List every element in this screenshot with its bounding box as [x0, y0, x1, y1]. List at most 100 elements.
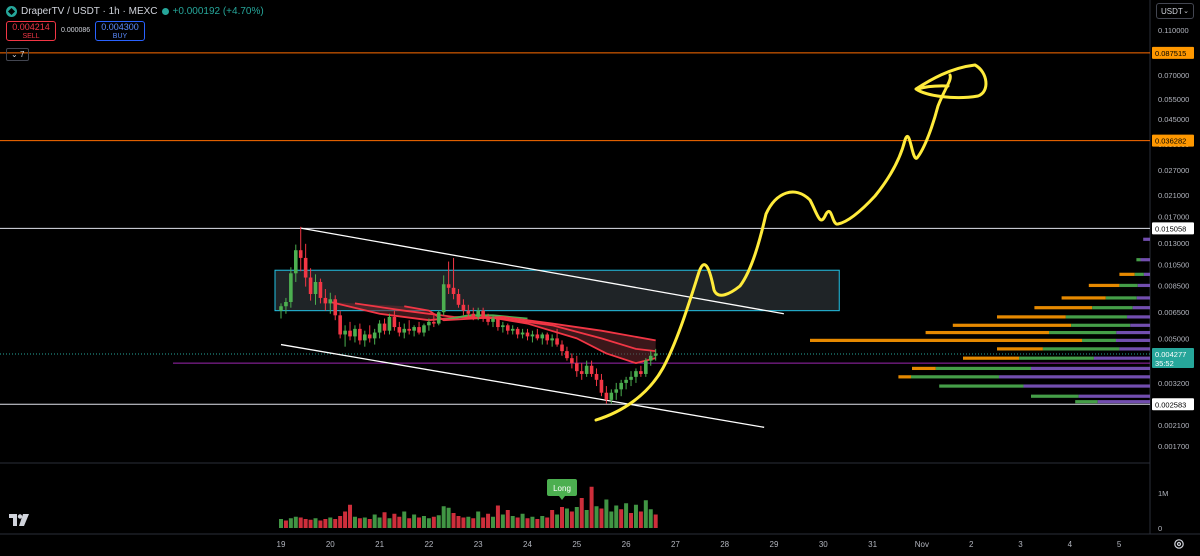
candle-body — [353, 328, 357, 337]
horizontal-levels — [0, 52, 1150, 405]
profile-bar — [1097, 400, 1150, 404]
volume-bar — [604, 499, 609, 528]
candle-body — [323, 297, 328, 304]
candle-body — [634, 371, 638, 377]
profile-bar — [1136, 296, 1150, 300]
volume-bar — [323, 519, 328, 528]
profile-bar — [1082, 338, 1116, 342]
sell-button[interactable]: 0.004214 SELL — [6, 21, 56, 41]
price-tick-label: 0.027000 — [1158, 166, 1189, 175]
time-tick-label: 22 — [424, 540, 433, 549]
price-tick-label: 0.006500 — [1158, 308, 1189, 317]
profile-bar — [912, 366, 936, 371]
profile-bar — [1137, 283, 1150, 288]
profile-bar — [1119, 347, 1150, 351]
candle-body — [599, 379, 604, 393]
candle-body — [550, 338, 554, 341]
profile-bar — [999, 375, 1150, 379]
candle-body — [432, 321, 436, 324]
time-tick-label: 31 — [868, 540, 877, 549]
volume-bar — [574, 507, 579, 528]
volume-bar — [298, 517, 303, 528]
channel-lower — [280, 343, 765, 428]
price-tick-label: 0.005000 — [1158, 334, 1189, 343]
volume-bar — [510, 516, 515, 528]
price-channel — [280, 227, 784, 428]
buy-button[interactable]: 0.004300 BUY — [95, 21, 145, 41]
volume-bar — [648, 509, 653, 528]
moving-average-line — [404, 305, 656, 342]
volume-bar — [441, 506, 446, 528]
candle-body — [372, 332, 377, 339]
price-label-box — [1152, 134, 1194, 147]
volume-bar — [283, 520, 288, 528]
chevron-down-icon: ⌄ — [11, 50, 18, 59]
price-axis[interactable]: 0.1100000.0900000.0700000.0550000.045000… — [1152, 26, 1194, 533]
tradingview-logo[interactable] — [9, 514, 29, 526]
candle-body — [624, 379, 628, 383]
volume-bar — [293, 516, 298, 528]
profile-bar — [1136, 258, 1141, 262]
candle-body — [382, 323, 387, 331]
price-label-text: 0.036282 — [1155, 137, 1186, 146]
profile-bar — [1105, 296, 1137, 300]
candles — [279, 226, 658, 404]
chart-grid — [0, 0, 1200, 535]
price-label-text: 0.002583 — [1155, 400, 1186, 409]
volume-bar — [348, 504, 353, 528]
profile-bar — [1065, 315, 1128, 319]
long-label: Long — [547, 479, 577, 500]
volume-bar — [412, 514, 417, 528]
candle-body — [555, 338, 559, 345]
time-tick-label: Nov — [915, 540, 929, 549]
time-tick-label: 29 — [770, 540, 779, 549]
moving-average-line — [330, 301, 656, 365]
volume-bar — [288, 518, 293, 528]
candle-body — [377, 323, 382, 333]
candle-body — [446, 284, 451, 288]
volume-bar — [362, 517, 367, 528]
volume-bar — [629, 513, 634, 528]
time-tick-label: 2 — [969, 540, 974, 549]
volume-bar — [397, 516, 402, 528]
volume-bar — [471, 518, 476, 528]
volume-bar — [500, 514, 505, 528]
time-tick-label: 30 — [819, 540, 828, 549]
volume-bar — [481, 517, 486, 528]
candle-body — [456, 294, 461, 305]
volume-bar — [614, 505, 619, 528]
currency-select[interactable]: USDT ⌄ — [1156, 3, 1194, 19]
candle-body — [407, 328, 411, 331]
profile-bar — [1119, 272, 1135, 276]
price-tick-label: 0.110000 — [1158, 26, 1189, 35]
profile-bar — [1119, 283, 1138, 288]
profile-bar — [898, 375, 911, 379]
sell-price: 0.004214 — [12, 22, 50, 32]
candle-body — [629, 376, 633, 380]
volume-bar — [451, 513, 456, 528]
candle-body — [363, 334, 367, 341]
candle-body — [451, 287, 456, 295]
symbol-title[interactable]: DraperTV / USDT · 1h · MEXC — [21, 5, 158, 17]
gear-icon[interactable] — [1173, 538, 1185, 550]
volume-bar — [535, 519, 540, 528]
volume-bar — [633, 504, 638, 528]
profile-bar — [1031, 366, 1150, 371]
time-tick-label: 20 — [326, 540, 335, 549]
candle-body — [644, 360, 648, 374]
volume-bar — [313, 518, 318, 528]
time-axis[interactable]: 19 20 21 22 23 24 25 26 27 28 29 30 31 Nov 2 3 4 5 — [277, 540, 1122, 549]
volume-bar — [436, 515, 441, 528]
price-label-text: 0.015058 — [1155, 224, 1186, 233]
indicator-toggle-button[interactable]: ⌄ 7 — [6, 48, 30, 61]
profile-bar — [1140, 258, 1150, 262]
profile-bar — [1061, 296, 1106, 300]
candle-body — [639, 371, 643, 374]
profile-bar — [1088, 283, 1120, 288]
profile-bar — [939, 384, 1024, 388]
profile-bar — [1116, 338, 1150, 342]
time-tick-label: 3 — [1018, 540, 1023, 549]
volume-bar — [279, 519, 283, 528]
candle-body — [520, 332, 525, 335]
